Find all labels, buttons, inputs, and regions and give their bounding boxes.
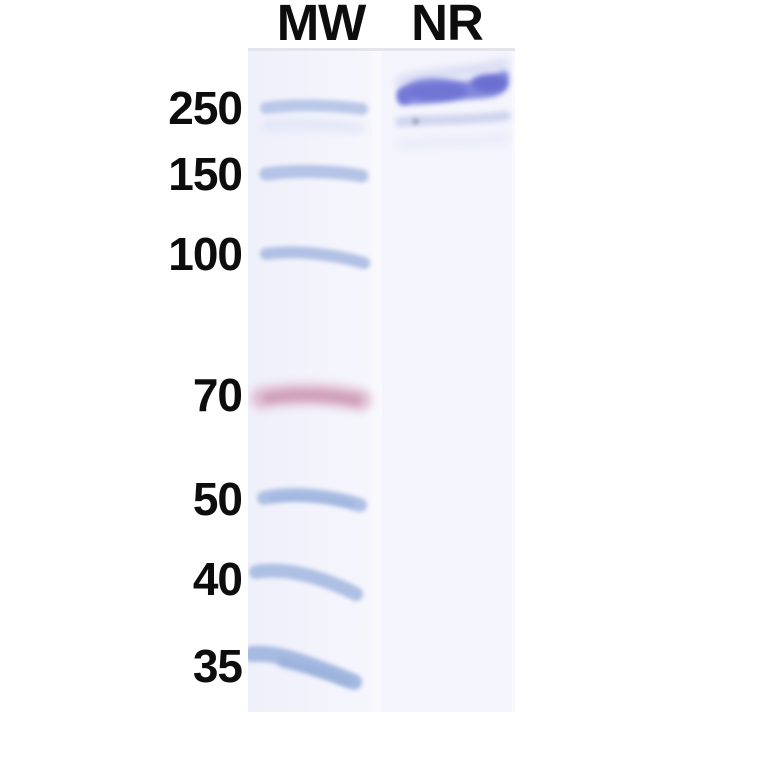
- nr-lane: [382, 48, 512, 712]
- ladder-marker-150: 150: [168, 148, 243, 200]
- nr-faint-band: [395, 111, 511, 150]
- mw-lane: [248, 48, 372, 712]
- mw-band-70: [251, 383, 371, 411]
- mw-band-100: [260, 246, 370, 269]
- mw-band-150: [259, 165, 369, 183]
- gel-bands-art: [248, 59, 511, 690]
- ladder-marker-50: 50: [192, 473, 243, 525]
- ladder-marker-35: 35: [192, 640, 243, 692]
- ladder-marker-70: 70: [192, 369, 243, 421]
- gel-well-line: [248, 48, 515, 51]
- mw-band-50: [257, 487, 367, 512]
- lane-label-nr: NR: [411, 0, 484, 51]
- gel-speck-artifact: [412, 118, 420, 126]
- mw-band-40: [249, 563, 363, 601]
- mw-band-35: [248, 645, 362, 690]
- ladder-marker-250: 250: [168, 82, 243, 134]
- nr-main-band: [395, 59, 509, 105]
- mw-band-250: [260, 99, 368, 134]
- lane-label-mw: MW: [276, 0, 367, 51]
- ladder-marker-40: 40: [192, 553, 243, 605]
- gel-image: [248, 48, 515, 712]
- ladder-marker-100: 100: [168, 228, 243, 280]
